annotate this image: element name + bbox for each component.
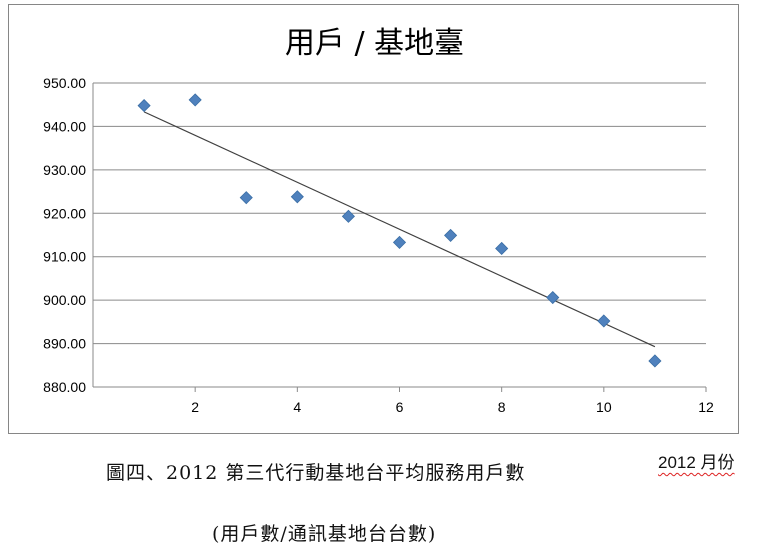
x-tick-label: 10 — [596, 399, 612, 415]
y-tick-label: 880.00 — [43, 379, 86, 395]
chart: 用戶 / 基地臺 880.00 890.00 900.00 910.00 920.00 93… — [43, 26, 714, 415]
data-point — [648, 354, 662, 368]
x-tick-label: 6 — [396, 399, 404, 415]
trendline — [143, 111, 656, 348]
y-tick-label: 940.00 — [43, 118, 86, 134]
x-tick-label: 2 — [191, 399, 199, 415]
data-point — [392, 235, 407, 249]
data-point — [188, 93, 202, 107]
data-point — [239, 191, 253, 205]
y-tick-label: 910.00 — [43, 249, 86, 265]
y-tick-label: 930.00 — [43, 162, 86, 178]
data-point — [444, 228, 458, 242]
data-point — [341, 209, 355, 223]
y-tick-label: 890.00 — [43, 336, 86, 352]
data-point — [546, 290, 560, 305]
chart-frame: 用戶 / 基地臺 880.00 890.00 900.00 910.00 920.00 93… — [8, 4, 739, 434]
x-tick-label: 12 — [698, 399, 714, 415]
y-tick-label: 900.00 — [43, 292, 86, 308]
data-point — [290, 190, 304, 204]
data-point — [495, 241, 509, 256]
figure-subcaption: (用戶數/通訊基地台台數) — [212, 523, 437, 545]
y-tick-label: 920.00 — [43, 205, 86, 221]
chart-title: 用戶 / 基地臺 — [285, 26, 464, 61]
x-tick-label: 4 — [293, 399, 301, 415]
x-axis-unit-label: 2012 月份 — [658, 453, 735, 472]
x-tick-label: 8 — [498, 399, 506, 415]
data-point — [597, 314, 611, 328]
y-tick-label: 950.00 — [43, 75, 86, 91]
figure-caption: 圖四、2012 第三代行動基地台平均服務用戶數 — [106, 462, 526, 484]
data-point — [137, 99, 151, 113]
